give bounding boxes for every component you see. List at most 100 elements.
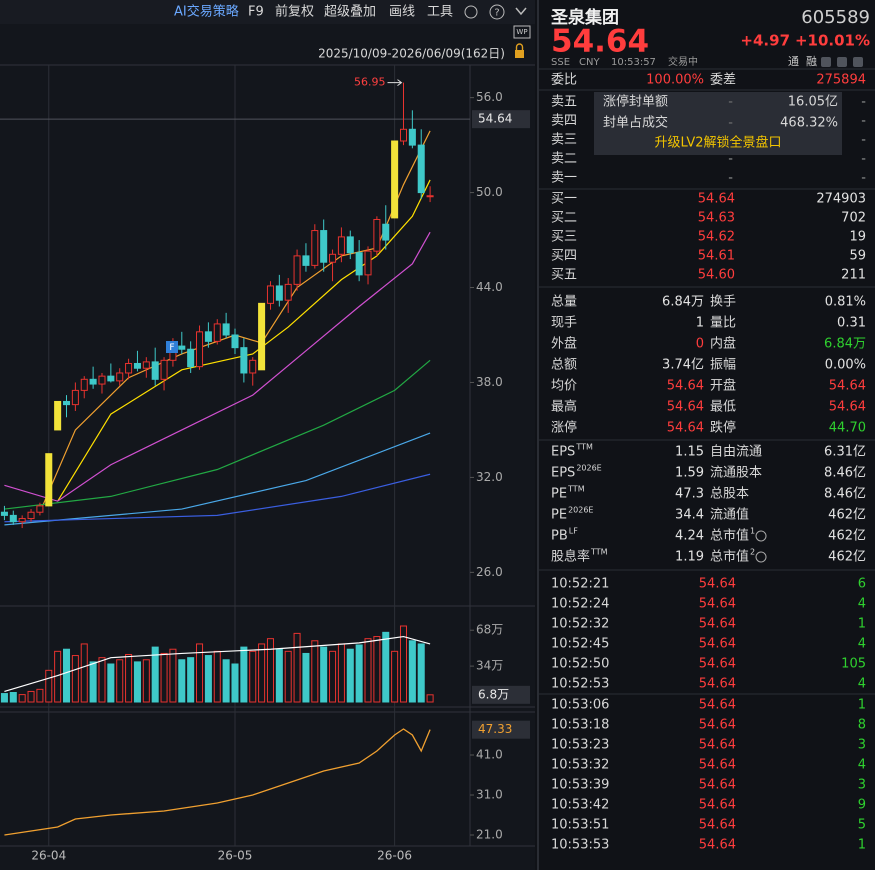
fund-value: 462亿 <box>828 550 866 565</box>
fund-sup: 2026E <box>576 464 601 473</box>
candle-body <box>302 255 310 266</box>
row-label: 委比 <box>551 73 577 88</box>
trade-price: 54.64 <box>699 838 736 853</box>
volume-bar <box>125 654 133 703</box>
stat-value: 0.00% <box>825 358 866 373</box>
stat-label: 总量 <box>551 295 577 310</box>
quote-icon <box>853 57 863 67</box>
info-icon <box>755 530 767 542</box>
stat-value: 1 <box>696 316 704 331</box>
stock-code: 605589 <box>801 7 870 28</box>
wp-box[interactable] <box>513 25 531 39</box>
lv2-label: 涨停封单额 <box>603 94 668 110</box>
fund-label: PB <box>551 529 568 544</box>
toolbar-item[interactable]: 超级叠加 <box>324 5 376 20</box>
ask-label: 卖三 <box>551 133 577 148</box>
trade-volume: 5 <box>858 818 866 833</box>
bid-volume: 19 <box>849 230 866 245</box>
candle-body <box>249 359 257 374</box>
stat-value: 44.70 <box>829 421 866 436</box>
toolbar <box>0 0 535 24</box>
bid-price: 54.62 <box>698 230 735 245</box>
trade-price: 54.64 <box>699 778 736 793</box>
candle-body <box>45 453 53 507</box>
price-change-pct: +10.01% <box>795 32 870 50</box>
candle-body <box>284 283 292 301</box>
toolbar-item[interactable]: 画线 <box>389 5 415 20</box>
trade-volume: 4 <box>858 637 866 652</box>
trade-time: 10:53:42 <box>551 798 609 813</box>
fund-value: 1.59 <box>675 466 704 481</box>
volume-bar <box>9 692 17 703</box>
toolbar-item[interactable]: F9 <box>248 5 264 20</box>
trade-volume: 1 <box>858 698 866 713</box>
fund-sup: TTM <box>567 485 585 494</box>
quote-meta: SSE <box>551 57 570 68</box>
fund-sup: 2 <box>750 548 755 557</box>
stat-label: 振幅 <box>710 358 736 373</box>
trade-volume: 6 <box>858 577 866 592</box>
volume-average <box>4 635 431 693</box>
lv2-box <box>594 92 842 155</box>
stat-label: 开盘 <box>710 378 736 394</box>
candle-body <box>346 236 354 254</box>
volume-bar <box>346 648 354 703</box>
stat-label: 现手 <box>551 316 577 331</box>
quote-tag: 融 <box>806 55 817 68</box>
toolbar-item[interactable]: AI交易策略 <box>174 4 239 20</box>
bid-label: 买二 <box>551 211 577 226</box>
trade-time: 10:53:39 <box>551 778 609 793</box>
candle-body <box>178 345 186 350</box>
candle-body <box>364 250 372 276</box>
date-range: 2025/10/09-2026/06/09(162日) <box>318 47 505 61</box>
volume-bar <box>178 659 186 703</box>
volume-bar <box>142 659 150 703</box>
stat-value: 6.84万 <box>662 295 704 310</box>
volume-bar <box>293 632 301 703</box>
volume-bar <box>329 650 337 703</box>
lv2-upgrade[interactable]: 升级LV2解锁全景盘口 <box>655 135 782 151</box>
trade-time: 10:53:06 <box>551 698 609 713</box>
toolbar-item[interactable]: 工具 <box>427 5 453 20</box>
lv2-value: 468.32% <box>780 116 838 131</box>
stat-label: 总额 <box>551 358 577 373</box>
bid-volume: 702 <box>841 211 866 226</box>
trade-price: 54.64 <box>699 657 736 672</box>
lock-icon[interactable] <box>515 50 524 58</box>
bid-volume: 59 <box>849 249 866 264</box>
stat-label: 均价 <box>551 379 577 394</box>
fund-value: 1.19 <box>675 550 704 565</box>
fund-label: 流通值 <box>710 507 749 523</box>
y-tick-label: 56.0 <box>476 90 503 104</box>
ask-label: 卖一 <box>551 171 577 186</box>
flag-badge <box>166 341 178 353</box>
volume-bar <box>0 693 8 703</box>
ask-volume: - <box>861 171 866 186</box>
help-icon[interactable] <box>489 4 505 20</box>
settings-icon[interactable] <box>464 5 478 19</box>
candle-body <box>196 331 204 368</box>
fund-label: EPS <box>551 445 575 460</box>
row-value: 100.00% <box>646 73 704 88</box>
trade-volume: 1 <box>858 617 866 632</box>
stat-label: 跌停 <box>710 420 736 436</box>
indicator-tag <box>472 720 530 739</box>
volume-bar <box>89 661 97 703</box>
volume-bar <box>71 655 79 703</box>
ask-volume: - <box>861 114 866 129</box>
toolbar-item[interactable]: 前复权 <box>275 4 314 20</box>
bid-price: 54.63 <box>698 211 735 226</box>
candle-body <box>89 378 97 385</box>
stat-value: 3.74亿 <box>662 358 704 373</box>
candle-body <box>187 348 195 368</box>
candle-body <box>373 218 381 252</box>
candle-body <box>337 236 345 255</box>
candle-body <box>426 195 434 198</box>
bid-label: 买四 <box>551 249 577 264</box>
fund-label: 自由流通 <box>710 445 762 460</box>
volume-bar <box>107 663 115 703</box>
candle-body <box>275 285 283 301</box>
volume-bar <box>116 659 124 703</box>
volume-bar <box>18 694 26 703</box>
collapse-icon[interactable] <box>515 7 527 16</box>
